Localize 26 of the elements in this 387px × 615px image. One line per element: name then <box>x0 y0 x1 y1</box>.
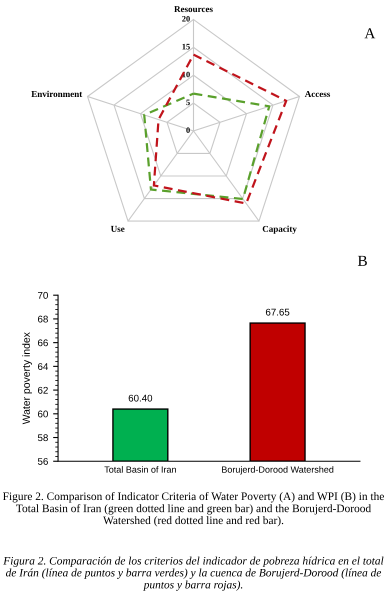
data-label: 67.65 <box>266 308 290 316</box>
x-tick-label: Total Basin of Iran <box>104 466 176 473</box>
spoke-label: Capacity <box>262 226 297 234</box>
y-tick-label: 5 <box>186 100 190 106</box>
spoke-label: Access <box>304 90 330 98</box>
data-label: 60.40 <box>128 394 152 402</box>
caption: Figure 2. Comparison of Indicator Criteria of Water Poverty (A) and WPI (B) in the Total Basin of Iran (green dotted line and green bar) and the Borujerd-Dorood Watershed (red dotted line and red bar). <box>2 492 384 526</box>
spoke-label: Use <box>110 226 125 232</box>
y-tick-label: 60 <box>38 410 48 418</box>
spoke-label: Resources <box>174 6 213 12</box>
text: A <box>364 28 376 38</box>
y-tick-label: 70 <box>38 292 48 299</box>
spoke-label: Environment <box>31 90 82 98</box>
y-tick-label: 20 <box>182 16 190 22</box>
text: B <box>358 256 367 266</box>
y-tick-label: 15 <box>182 44 190 50</box>
text: Figura 2. Comparación de los criterios del indicador de pobreza hídrica en el total de Irán (línea de puntos y barra verdes) y la cuenca de Borujerd-Dorood (línea de puntos y barra rojas). <box>3 556 384 591</box>
y-tick-label: 56 <box>38 458 48 465</box>
y-tick-label: 68 <box>38 316 48 323</box>
y-tick-label: 62 <box>38 386 48 394</box>
y-tick-label: 0 <box>186 127 190 134</box>
y-tick-label: 58 <box>38 434 48 442</box>
y-tick-label: 66 <box>38 339 48 346</box>
x-tick-label: Borujerd-Dorood Watershed <box>222 466 334 475</box>
y-axis-title: Water poverty index <box>22 332 32 424</box>
y-tick-label: 64 <box>38 363 48 370</box>
